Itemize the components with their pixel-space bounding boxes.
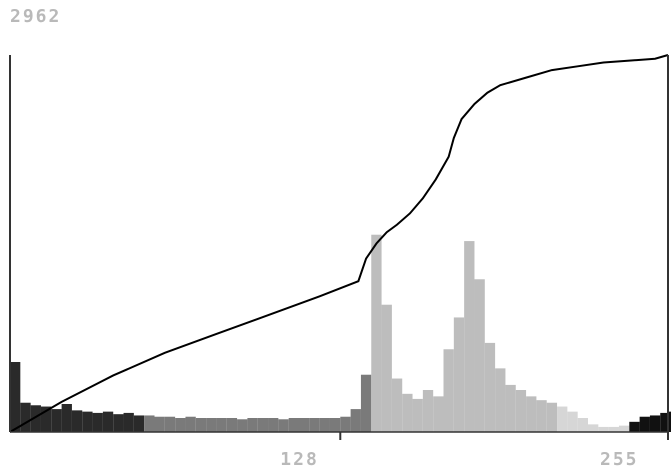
histogram-bar [206, 417, 217, 432]
histogram-bar [629, 421, 640, 432]
histogram-bar [360, 374, 372, 432]
histogram-bars [10, 234, 671, 432]
histogram-bar [113, 414, 124, 432]
histogram-bar [61, 403, 72, 432]
histogram-bar [557, 406, 568, 432]
histogram-bar [319, 417, 330, 432]
histogram-bar [329, 417, 341, 432]
histogram-bar [350, 409, 361, 432]
histogram-bar [30, 405, 41, 432]
histogram-bar [371, 234, 382, 432]
histogram-bar [588, 424, 599, 432]
histogram-bar [40, 406, 52, 432]
histogram-bar [453, 317, 465, 432]
y-max-label: 2962 [10, 6, 62, 27]
histogram-bar [288, 417, 300, 432]
histogram-bar [505, 384, 516, 432]
histogram-bar [278, 419, 289, 432]
histogram-bar [92, 412, 103, 432]
histogram-bar [71, 410, 83, 432]
histogram-bar [164, 416, 176, 432]
histogram-bar [526, 396, 537, 432]
histogram-bar [618, 425, 630, 432]
histogram-bar [82, 411, 93, 432]
histogram-bar [495, 368, 506, 432]
histogram-bar [299, 417, 310, 432]
histogram-bar [639, 416, 650, 432]
histogram-bar [154, 416, 165, 432]
histogram-bar [546, 402, 558, 432]
histogram-bar [144, 415, 155, 432]
histogram-bar [20, 402, 31, 432]
histogram-bar [216, 417, 227, 432]
histogram-bar [649, 415, 661, 432]
histogram-bar [412, 398, 423, 432]
x-tick-label-128: 128 [280, 449, 319, 470]
histogram-bar [247, 417, 258, 432]
histogram-bar [133, 415, 145, 432]
histogram-bar [309, 417, 320, 432]
cumulative-curve-line [9, 54, 669, 433]
histogram-bar [668, 411, 671, 432]
histogram-bar [577, 417, 589, 432]
histogram-bar [464, 241, 475, 432]
histogram-bar [391, 378, 403, 432]
histogram-bar [102, 411, 114, 432]
histogram-bar [598, 426, 609, 432]
histogram-bar [515, 389, 527, 432]
histogram-bar [237, 419, 248, 432]
histogram-bar [536, 400, 547, 432]
histogram-bar [195, 417, 207, 432]
x-tick-label-255: 255 [600, 449, 639, 470]
histogram-bar [10, 361, 21, 432]
histogram-bar [422, 389, 434, 432]
histogram-bar [51, 409, 62, 432]
histogram-bar [433, 396, 444, 432]
histogram-bar [340, 416, 351, 432]
histogram-bar [474, 279, 485, 432]
histogram-bar [443, 349, 454, 432]
histogram-bar [175, 417, 186, 432]
histogram-bar [268, 417, 279, 432]
histogram-bar [185, 416, 196, 432]
histogram-bar [402, 393, 413, 432]
histogram-bar [226, 417, 238, 432]
histogram-bar [123, 412, 134, 432]
histogram-bar [381, 304, 392, 432]
histogram-bar [257, 417, 269, 432]
histogram-bar [608, 426, 619, 432]
histogram-bar [660, 412, 671, 432]
histogram-bar [567, 411, 578, 432]
histogram-bar [484, 342, 496, 432]
